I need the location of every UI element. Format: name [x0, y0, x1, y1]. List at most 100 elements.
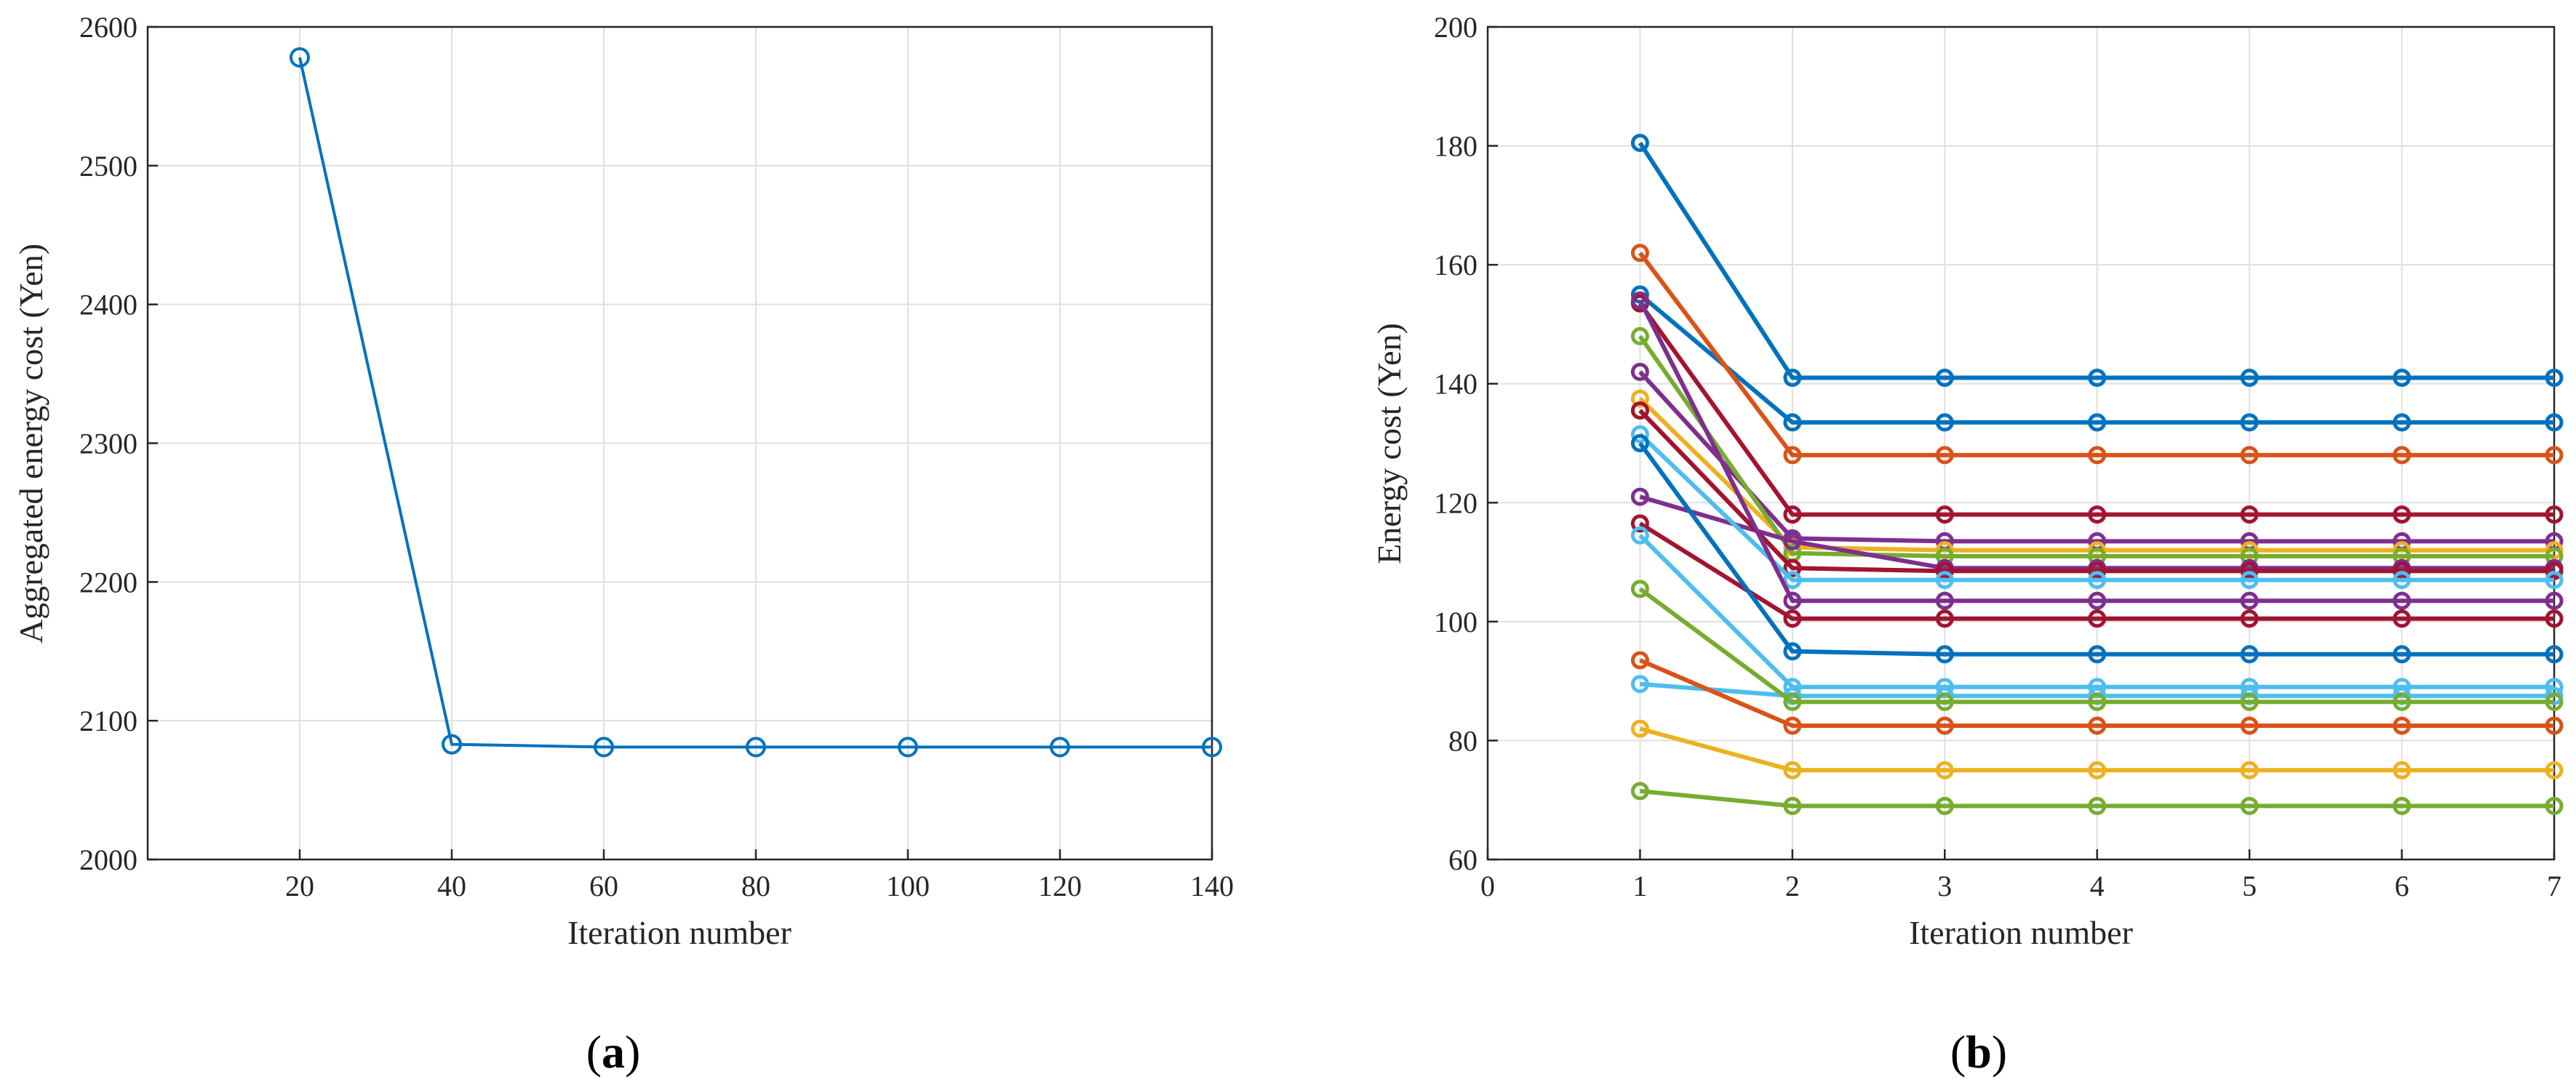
panel-a-xtick-label: 40	[437, 870, 466, 902]
panel-b-series-line	[1638, 292, 2554, 425]
panel-b-data-point	[2088, 369, 2107, 387]
panel-b-data-point	[2240, 413, 2259, 432]
panel-b-series-line	[1638, 441, 2554, 657]
panel-b-data-point	[2545, 692, 2564, 711]
panel-b-data-point	[2088, 505, 2107, 524]
panel-b-data-point	[2088, 571, 2107, 590]
panel-b-data-point	[2393, 796, 2412, 815]
panel-b-data-point	[2393, 369, 2412, 387]
panel-b-ytick-label: 200	[1434, 11, 1478, 44]
panel-b-data-point	[1630, 675, 1649, 694]
panel-a-xlabel: Iteration number	[567, 914, 791, 951]
panel-b-data-point	[1630, 244, 1649, 263]
panel-a: 20 40 60 80 100 120 140 2000 2100 2200 2300 2400 250…	[12, 11, 1234, 1078]
panel-a-xtick-label: 80	[741, 870, 770, 902]
panel-b-xtick-label: 6	[2395, 870, 2409, 902]
panel-b-data-point	[2393, 692, 2412, 711]
panel-a-data-point	[746, 737, 766, 758]
panel-b-data-point	[2240, 645, 2259, 664]
panel-b-data-point	[1935, 591, 1954, 610]
panel-b-data-point	[1630, 326, 1649, 345]
panel-b-data-point	[1783, 369, 1802, 387]
panel-a-xtick-label: 60	[589, 870, 618, 902]
panel-b-data-point	[2393, 413, 2412, 432]
panel-a-ytick-label: 2000	[79, 843, 137, 876]
panel-a-data-point	[898, 737, 918, 758]
panel-b-series-line	[1638, 433, 2554, 582]
panel-a-ticks: 20 40 60 80 100 120 140 2000 2100 2200 2300 2400 250…	[79, 11, 1234, 902]
panel-a-series-line	[298, 57, 1212, 749]
panel-a-ytick-label: 2400	[79, 289, 137, 321]
panel-b-data-point	[1783, 716, 1802, 735]
panel-b-data-point	[2393, 591, 2412, 610]
panel-b-series-line	[1639, 658, 2554, 728]
panel-b-data-point	[2088, 591, 2107, 610]
panel-b-data-point	[2240, 796, 2259, 815]
panel-a-xtick-label: 120	[1038, 870, 1082, 902]
panel-b-data-point	[1630, 389, 1649, 408]
panel-b-series-line	[1639, 494, 2554, 571]
panel-b-data-point	[1630, 362, 1649, 381]
panel-b-data-point	[2393, 645, 2412, 664]
panel-b-data-point	[2088, 446, 2107, 465]
panel-b-data-point	[1935, 446, 1954, 465]
panel-b-data-point	[1935, 571, 1954, 590]
panel-b-data-point	[1935, 413, 1954, 432]
panel-b-data-point	[2393, 571, 2412, 590]
panel-b-data-point	[2545, 716, 2564, 735]
panel-b-series-line	[1639, 726, 2554, 773]
panel-b-data-point	[1630, 134, 1649, 152]
panel-b-series-line	[1638, 141, 2554, 380]
panel-a-data-point	[290, 47, 310, 68]
panel-b-data-point	[1935, 716, 1954, 735]
panel-b-data-point	[2088, 413, 2107, 432]
panel-b-data-point	[2240, 505, 2259, 524]
panel-b-data-point	[2240, 369, 2259, 387]
panel-b-data-point	[2393, 761, 2412, 780]
panel-b-series-line	[1638, 521, 2554, 621]
panel-b-ytick-label: 80	[1448, 724, 1478, 757]
panel-b-xtick-label: 0	[1480, 870, 1495, 902]
panel-b-data-point	[1783, 558, 1802, 577]
panel-a-data-point	[594, 737, 614, 758]
panel-b-data-point	[1783, 532, 1802, 550]
panel-a-ylabel: Aggregated energy cost (Yen)	[12, 244, 49, 644]
panel-b-data-point	[2240, 571, 2259, 590]
panel-b-data-point	[2393, 505, 2412, 524]
panel-b-data-point	[1630, 434, 1649, 452]
panel-b-xtick-label: 1	[1632, 870, 1647, 902]
panel-b-data-point	[2545, 369, 2564, 387]
panel-b-data-point	[2545, 645, 2564, 664]
panel-b-data-point	[2545, 446, 2564, 465]
panel-b-xtick-label: 7	[2547, 870, 2561, 902]
panel-b-caption: (b)	[1950, 1026, 2007, 1078]
panel-b-data-point	[1630, 514, 1649, 533]
panel-b-series-line	[1638, 251, 2554, 457]
panel-a-data-point	[1202, 737, 1222, 758]
panel-b-series-line	[1638, 587, 2554, 705]
panel-b-data-point	[1630, 782, 1649, 801]
panel-b-data-point	[2240, 761, 2259, 780]
panel-b-data-point	[1783, 413, 1802, 432]
panel-b-ylabel: Energy cost (Yen)	[1371, 323, 1408, 564]
panel-b-data-point	[2545, 796, 2564, 815]
panel-b-data-point	[2088, 796, 2107, 815]
panel-b-data-point	[1783, 761, 1802, 780]
panel-b-series-line	[1638, 302, 2554, 517]
panel-b-data-point	[2545, 571, 2564, 590]
panel-b-series-line	[1638, 299, 2554, 604]
panel-b-data-point	[1783, 796, 1802, 815]
panel-b-data-point	[1630, 291, 1649, 310]
panel-a-marks	[290, 47, 1222, 758]
panel-b-data-point	[1783, 571, 1802, 590]
panel-a-data-point	[1050, 737, 1070, 758]
panel-b-data-point	[1935, 505, 1954, 524]
panel-b-xtick-label: 3	[1937, 870, 1952, 902]
panel-a-ytick-label: 2500	[79, 150, 137, 183]
panel-b-data-point	[1783, 591, 1802, 610]
panel-b-ytick-label: 60	[1448, 843, 1478, 876]
panel-b-xtick-label: 2	[1785, 870, 1800, 902]
panel-b-data-point	[2393, 716, 2412, 735]
panel-b-ytick-label: 120	[1434, 486, 1478, 519]
